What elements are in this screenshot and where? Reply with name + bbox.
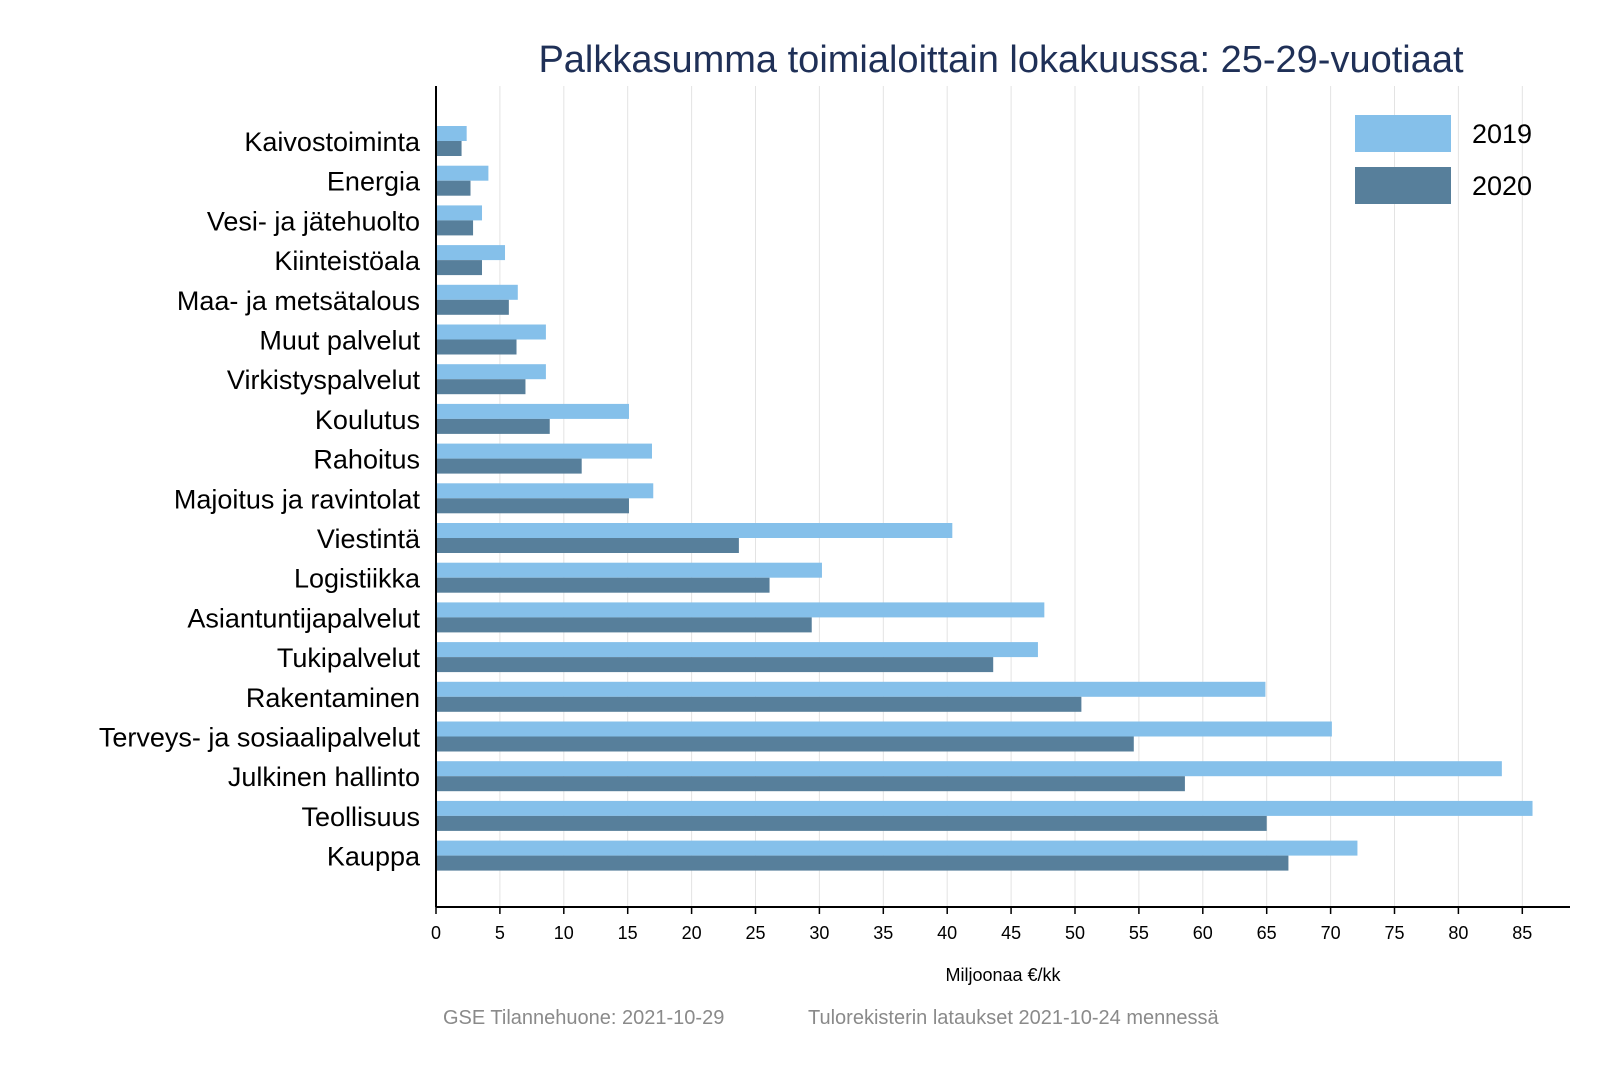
bar-2020: [436, 815, 1267, 831]
bar-2020: [436, 617, 812, 633]
bar-2019: [436, 284, 518, 300]
x-tick-label: 40: [937, 923, 957, 943]
bar-2020: [436, 299, 509, 315]
category-label: Julkinen hallinto: [228, 762, 420, 792]
x-tick-label: 20: [682, 923, 702, 943]
bar-2019: [436, 761, 1502, 777]
legend-label-2019: 2019: [1472, 119, 1532, 149]
bar-2019: [436, 245, 506, 261]
category-label: Logistiikka: [294, 564, 421, 594]
bar-2020: [436, 577, 770, 593]
legend: 2019 2020: [1355, 115, 1532, 204]
x-tick-label: 75: [1384, 923, 1404, 943]
bar-2020: [436, 418, 550, 434]
category-label: Muut palvelut: [259, 326, 420, 356]
x-tick-label: 30: [809, 923, 829, 943]
bar-2019: [436, 523, 953, 538]
bar-2019: [436, 602, 1045, 618]
bar-2019: [436, 364, 546, 380]
bar-2020: [436, 776, 1185, 792]
bar-2020: [436, 180, 471, 196]
category-label: Terveys- ja sosiaalipalvelut: [99, 723, 421, 753]
category-label: Koulutus: [315, 405, 420, 435]
bar-2020: [436, 260, 483, 276]
legend-label-2020: 2020: [1472, 171, 1532, 201]
bar-2019: [436, 443, 652, 459]
category-label: Kaivostoiminta: [244, 127, 421, 157]
category-label: Rakentaminen: [246, 683, 420, 713]
x-tick-label: 10: [554, 923, 574, 943]
category-label: Majoitus ja ravintolat: [174, 484, 421, 514]
bar-2020: [436, 498, 629, 514]
x-tick-label: 35: [873, 923, 893, 943]
bar-2019: [436, 483, 654, 499]
x-tick-label: 50: [1065, 923, 1085, 943]
bar-2019: [436, 642, 1038, 658]
bar-2020: [436, 736, 1134, 752]
bar-2020: [436, 538, 739, 553]
bar-2019: [436, 205, 483, 221]
bar-2019: [436, 721, 1332, 737]
category-label: Asiantuntijapalvelut: [187, 603, 420, 633]
category-label: Vesi- ja jätehuolto: [207, 206, 420, 236]
category-label: Kauppa: [327, 842, 421, 872]
bar-2019: [436, 562, 822, 578]
bar-2020: [436, 141, 462, 156]
bar-2019: [436, 800, 1533, 816]
x-axis-title: Miljoonaa €/kk: [945, 965, 1061, 985]
category-label: Kiinteistöala: [274, 246, 421, 276]
x-tick-label: 70: [1321, 923, 1341, 943]
x-tick-label: 15: [618, 923, 638, 943]
footer-source: GSE Tilannehuone: 2021-10-29: [443, 1007, 724, 1029]
chart-title: Palkkasumma toimialoittain lokakuussa: 2…: [538, 39, 1464, 81]
bar-2019: [436, 324, 546, 340]
x-tick-label: 85: [1512, 923, 1532, 943]
x-tick-label: 0: [431, 923, 441, 943]
x-tick-label: 45: [1001, 923, 1021, 943]
bar-2020: [436, 220, 474, 236]
x-tick-label: 80: [1448, 923, 1468, 943]
bar-2020: [436, 657, 994, 673]
category-labels: Kaivostoiminta Energia Vesi- ja jätehuolto…: [99, 127, 421, 872]
axes: [435, 86, 1570, 908]
bar-2019: [436, 165, 489, 181]
bar-2020: [436, 379, 526, 395]
footer-note: Tulorekisterin lataukset 2021-10-24 menn…: [808, 1007, 1219, 1029]
x-ticks: 0 5 10 15 20 25 30 35 40 45 50 55 60 65 70 75 80 85: [431, 907, 1532, 943]
bar-2020: [436, 696, 1082, 712]
legend-swatch-2019: [1355, 115, 1451, 152]
x-tick-label: 65: [1257, 923, 1277, 943]
bar-2019: [436, 403, 629, 419]
bar-2020: [436, 339, 517, 355]
x-tick-label: 55: [1129, 923, 1149, 943]
category-label: Rahoitus: [313, 445, 420, 475]
category-label: Energia: [327, 167, 421, 197]
x-tick-label: 5: [495, 923, 505, 943]
bar-2019: [436, 840, 1358, 856]
category-label: Viestintä: [317, 524, 421, 554]
x-tick-label: 25: [745, 923, 765, 943]
bar-2019: [436, 126, 467, 141]
category-label: Tukipalvelut: [277, 643, 421, 673]
bar-2019: [436, 681, 1266, 697]
category-label: Teollisuus: [301, 802, 420, 832]
bar-2020: [436, 458, 582, 474]
category-label: Maa- ja metsätalous: [177, 286, 420, 316]
bar-2020: [436, 855, 1289, 871]
category-label: Virkistyspalvelut: [227, 365, 421, 395]
bars: [436, 126, 1533, 871]
legend-swatch-2020: [1355, 167, 1451, 204]
x-tick-label: 60: [1193, 923, 1213, 943]
